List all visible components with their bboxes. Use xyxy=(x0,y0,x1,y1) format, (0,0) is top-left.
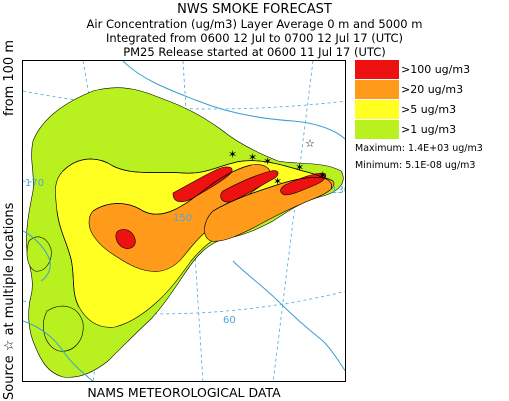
coastline xyxy=(23,61,345,381)
subtitle-release: PM25 Release started at 0600 11 Jul 17 (… xyxy=(123,45,386,59)
source-star-icon: ☆ xyxy=(305,137,315,150)
gridline-label-60: 60 xyxy=(223,315,236,326)
grid-labels: 170 150 130 60 xyxy=(25,178,346,326)
title-block: NWS SMOKE FORECAST Air Concentration (ug… xyxy=(0,0,509,59)
subtitle-concentration: Air Concentration (ug/m3) Layer Average … xyxy=(86,17,423,31)
maximum-value: Maximum: 1.4E+03 ug/m3 xyxy=(355,143,483,154)
legend-item-gt100: >100 ug/m3 xyxy=(355,60,505,79)
source-star-icon: ✶ xyxy=(263,155,272,168)
legend-item-gt5: >5 ug/m3 xyxy=(355,100,505,119)
concentration-legend: >100 ug/m3 >20 ug/m3 >5 ug/m3 >1 ug/m3 M… xyxy=(355,60,505,173)
coast-line xyxy=(232,260,345,372)
smoke-region-gt100 xyxy=(220,170,279,203)
gridline-label-150: 150 xyxy=(173,213,192,224)
source-markers: ✶ ✶ ✶ ✶ ✶ ✶ ☆ xyxy=(228,137,327,188)
source-star-icon: ✶ xyxy=(295,161,304,174)
legend-item-gt1: >1 ug/m3 xyxy=(355,120,505,139)
contour-line xyxy=(92,164,252,215)
smoke-map: 170 150 130 60 ✶ ✶ ✶ ✶ ✶ ✶ ☆ xyxy=(22,60,346,382)
source-star-icon: ✶ xyxy=(248,151,257,164)
source-label-right: from 100 m xyxy=(2,40,17,116)
contour-gt100 xyxy=(115,166,327,249)
source-star-icon: ✶ xyxy=(228,148,237,161)
contour-line xyxy=(56,210,80,308)
source-label-left: Source ☆ at multiple locations xyxy=(2,202,17,400)
gridline-label-170: 170 xyxy=(25,178,44,189)
smoke-region-gt1 xyxy=(43,305,84,352)
page-title: NWS SMOKE FORECAST xyxy=(177,2,332,17)
gridline xyxy=(272,61,314,381)
source-star-icon: ✶ xyxy=(318,169,327,182)
legend-swatch xyxy=(355,80,399,99)
legend-swatch xyxy=(355,120,399,139)
contour-line xyxy=(62,158,333,190)
coast-line xyxy=(23,320,94,381)
smoke-region-gt1 xyxy=(26,236,52,272)
smoke-region-gt100 xyxy=(172,166,233,203)
legend-item-gt20: >20 ug/m3 xyxy=(355,80,505,99)
smoke-region-gt100 xyxy=(280,172,327,196)
smoke-region-gt100 xyxy=(115,229,136,249)
legend-label: >20 ug/m3 xyxy=(401,83,464,96)
legend-swatch xyxy=(355,60,399,79)
coast-line xyxy=(23,230,51,282)
legend-label: >100 ug/m3 xyxy=(401,63,471,76)
legend-label: >1 ug/m3 xyxy=(401,123,457,136)
map-canvas: 170 150 130 60 ✶ ✶ ✶ ✶ ✶ ✶ ☆ xyxy=(23,61,346,381)
subtitle-integration: Integrated from 0600 12 Jul to 0700 12 J… xyxy=(105,31,404,45)
meteorological-data-label: NAMS METEOROLOGICAL DATA xyxy=(87,385,281,400)
gridline-label-130: 130 xyxy=(331,185,346,196)
source-side-label: Source ☆ at multiple locations from 100 … xyxy=(2,40,18,400)
minimum-value: Minimum: 5.1E-08 ug/m3 xyxy=(355,160,476,171)
contour-line xyxy=(212,177,334,212)
legend-swatch xyxy=(355,100,399,119)
contour-outlines xyxy=(56,158,334,308)
legend-label: >5 ug/m3 xyxy=(401,103,457,116)
coast-line xyxy=(122,61,345,140)
source-star-icon: ✶ xyxy=(273,175,282,188)
